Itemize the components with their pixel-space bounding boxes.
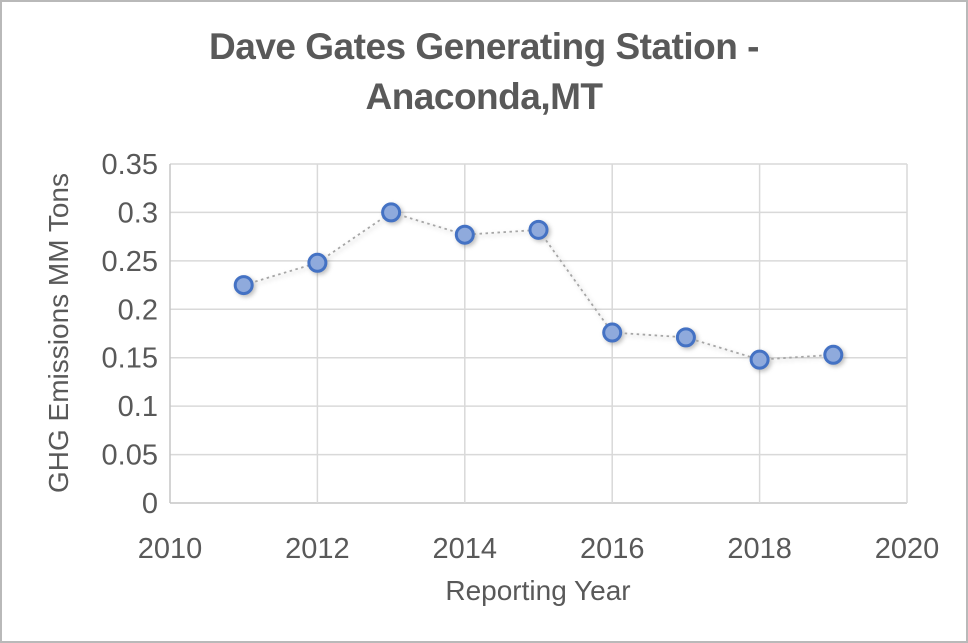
data-point (528, 219, 549, 240)
chart-title: Dave Gates Generating Station - Anaconda… (2, 22, 966, 122)
data-point (823, 344, 844, 365)
chart-title-line-1: Dave Gates Generating Station - (209, 26, 759, 67)
data-point (602, 322, 623, 343)
gridlines (169, 163, 908, 504)
x-tick-label: 2018 (727, 533, 792, 565)
y-tick-label: 0.35 (102, 149, 158, 181)
x-axis-title: Reporting Year (445, 575, 631, 606)
y-tick-label: 0.15 (102, 343, 158, 375)
chart-title-line-2: Anaconda,MT (365, 76, 603, 117)
data-point (233, 275, 254, 296)
x-tick-label: 2020 (875, 533, 940, 565)
y-tick-label: 0.25 (102, 246, 158, 278)
y-tick-label: 0.05 (102, 440, 158, 472)
data-series (233, 202, 844, 370)
x-tick-label: 2016 (580, 533, 645, 565)
y-tick-label: 0.1 (118, 391, 158, 423)
x-tick-label: 2010 (138, 533, 203, 565)
y-tick-label: 0.2 (118, 294, 158, 326)
y-tick-label: 0 (142, 488, 158, 520)
x-tick-label: 2012 (285, 533, 350, 565)
data-point (307, 252, 328, 273)
tick-labels: 0 0.05 0.1 0.15 0.2 0.25 0.3 0.35 2010 2012 2014 20… (102, 149, 940, 565)
y-tick-label: 0.3 (118, 197, 158, 229)
data-point (749, 349, 770, 370)
data-point (381, 202, 402, 223)
data-point (675, 327, 696, 348)
x-tick-label: 2014 (433, 533, 498, 565)
data-point (454, 224, 475, 245)
